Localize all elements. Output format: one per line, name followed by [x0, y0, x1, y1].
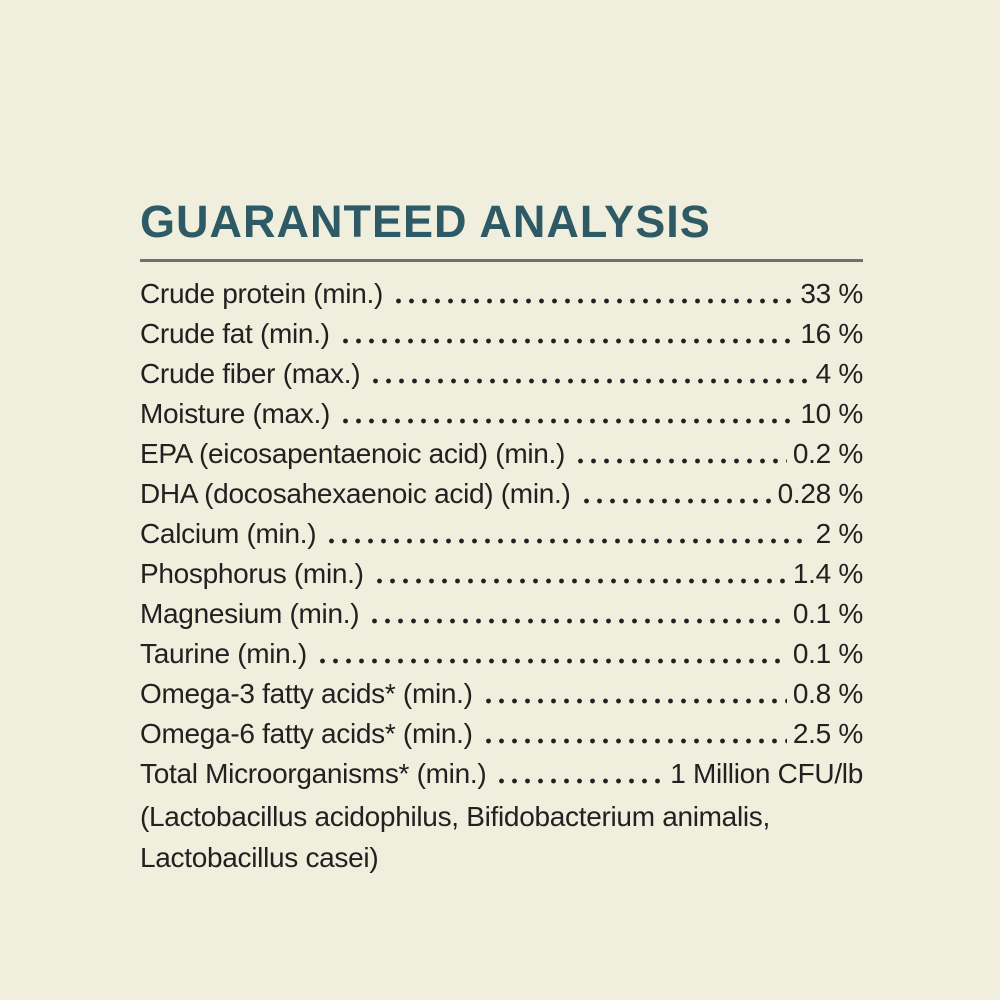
- analysis-row: Crude fiber (max.) 4 %: [140, 354, 864, 395]
- row-label: Total Microorganisms* (min.): [140, 758, 487, 790]
- row-value: 0.1 %: [792, 598, 863, 630]
- page-title: GUARANTEED ANALYSIS: [140, 196, 711, 247]
- analysis-row: Calcium (min.) 2 %: [140, 514, 864, 555]
- dot-leader: [388, 274, 795, 315]
- row-value: 0.2 %: [792, 438, 863, 470]
- dot-leader: [335, 394, 795, 435]
- dot-leader: [478, 714, 787, 755]
- footnote-line: (Lactobacillus acidophilus, Bifidobacter…: [140, 801, 770, 833]
- row-value: 0.28 %: [777, 478, 864, 510]
- title-divider: [140, 259, 863, 263]
- row-value: 33 %: [800, 278, 863, 310]
- row-value: 2 %: [815, 518, 864, 550]
- analysis-row: Taurine (min.) 0.1 %: [140, 634, 863, 675]
- row-label: Calcium (min.): [140, 518, 317, 550]
- analysis-row: Total Microorganisms* (min.) 1 Million CF…: [140, 754, 863, 795]
- row-label: Omega-3 fatty acids* (min.): [140, 678, 473, 710]
- row-value: 2.5 %: [792, 718, 863, 750]
- analysis-row: Phosphorus (min.) 1.4 %: [140, 554, 863, 595]
- row-label: Crude protein (min.): [140, 278, 383, 310]
- analysis-row: EPA (eicosapentaenoic acid) (min.) 0.2 %: [140, 434, 863, 475]
- dot-leader: [365, 594, 787, 635]
- row-value: 1.4 %: [792, 558, 863, 590]
- row-value: 16 %: [800, 318, 863, 350]
- footnote-line: Lactobacillus casei): [140, 842, 379, 874]
- analysis-row: Omega-6 fatty acids* (min.) 2.5 %: [140, 714, 863, 755]
- dot-leader: [322, 514, 810, 555]
- analysis-row: Omega-3 fatty acids* (min.) 0.8 %: [140, 674, 863, 715]
- row-label: Taurine (min.): [140, 638, 307, 670]
- analysis-rows: Crude protein (min.) 33 % Crude fat (min.)…: [140, 274, 864, 795]
- analysis-row: Moisture (max.) 10 %: [140, 394, 863, 435]
- analysis-row: Crude fat (min.) 16 %: [140, 314, 863, 355]
- dot-leader: [576, 474, 772, 515]
- analysis-row: Crude protein (min.) 33 %: [140, 274, 863, 315]
- guaranteed-analysis-panel: GUARANTEED ANALYSIS Crude protein (min.)…: [140, 198, 863, 878]
- row-label: Phosphorus (min.): [140, 558, 364, 590]
- dot-leader: [335, 314, 795, 355]
- dot-leader: [369, 554, 787, 595]
- row-label: Omega-6 fatty acids* (min.): [140, 718, 473, 750]
- row-label: Magnesium (min.): [140, 598, 360, 630]
- dot-leader: [571, 434, 787, 475]
- row-value: 0.1 %: [792, 638, 863, 670]
- row-value: 10 %: [800, 398, 863, 430]
- row-label: Crude fiber (max.): [140, 358, 361, 390]
- row-label: Crude fat (min.): [140, 318, 330, 350]
- row-value: 1 Million CFU/lb: [670, 758, 863, 790]
- row-value: 0.8 %: [792, 678, 863, 710]
- dot-leader: [492, 754, 665, 795]
- dot-leader: [312, 634, 787, 675]
- dot-leader: [366, 354, 810, 395]
- row-value: 4 %: [815, 358, 864, 390]
- dot-leader: [478, 674, 787, 715]
- row-label: Moisture (max.): [140, 398, 330, 430]
- microorganisms-footnote: (Lactobacillus acidophilus, Bifidobacter…: [140, 796, 863, 878]
- row-label: EPA (eicosapentaenoic acid) (min.): [140, 438, 566, 470]
- analysis-row: DHA (docosahexaenoic acid) (min.) 0.28 %: [140, 474, 864, 515]
- analysis-row: Magnesium (min.) 0.1 %: [140, 594, 863, 635]
- row-label: DHA (docosahexaenoic acid) (min.): [140, 478, 571, 510]
